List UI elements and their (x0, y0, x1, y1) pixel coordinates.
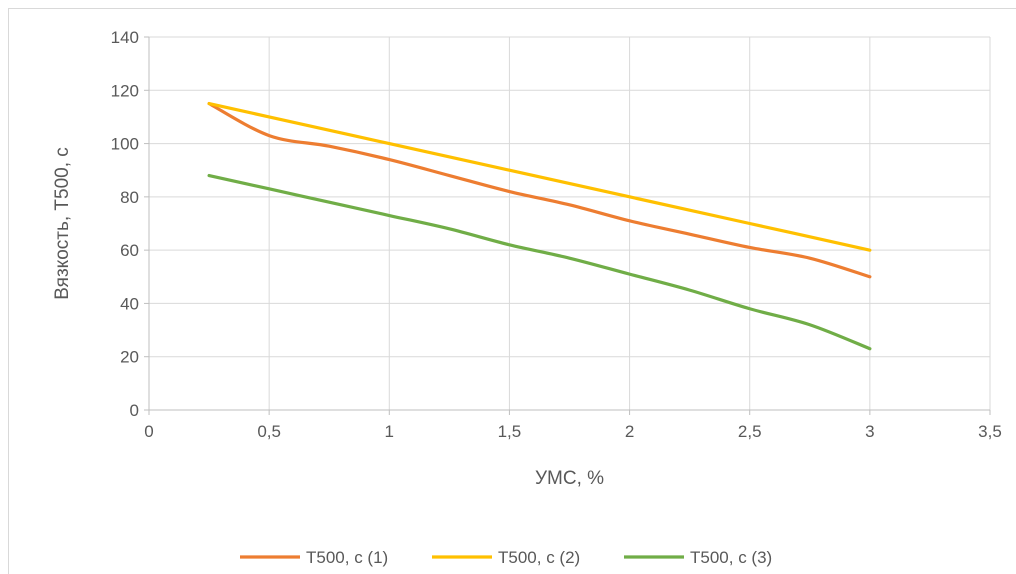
legend-label-1: Т500, с (1) (306, 548, 388, 567)
x-tick-label: 1,5 (498, 422, 522, 441)
y-tick-label: 120 (111, 81, 139, 100)
legend-label-3: Т500, с (3) (690, 548, 772, 567)
y-tick-label: 80 (120, 188, 139, 207)
series-line-1 (207, 102, 872, 279)
y-tick-label: 140 (111, 28, 139, 47)
y-tick-label: 100 (111, 135, 139, 154)
legend: Т500, с (1) Т500, с (2) Т500, с (3) (240, 548, 772, 567)
series-line-2 (207, 102, 872, 252)
series-layer (207, 102, 872, 351)
x-tick-label: 1 (385, 422, 394, 441)
x-axis-title: УМС, % (535, 468, 604, 489)
y-tick-label: 40 (120, 294, 139, 313)
x-tick-label: 2 (625, 422, 634, 441)
legend-label-2: Т500, с (2) (498, 548, 580, 567)
x-tick-label: 2,5 (738, 422, 762, 441)
y-tick-label: 60 (120, 241, 139, 260)
chart-frame (8, 8, 1016, 574)
x-tick-label: 0 (144, 422, 153, 441)
x-tick-label: 3,5 (978, 422, 1002, 441)
axis-layer: 0 20 40 60 80 100 120 140 0 0,5 1 1,5 2 2,5 3 3,5 (111, 28, 1002, 441)
series-line-3 (207, 173, 872, 351)
y-axis-title: Вязкость, Т500, с (52, 147, 73, 300)
x-tick-label: 3 (865, 422, 874, 441)
y-tick-label: 20 (120, 348, 139, 367)
grid-layer (149, 36, 991, 410)
x-tick-label: 0,5 (257, 422, 281, 441)
y-tick-label: 0 (130, 401, 139, 420)
